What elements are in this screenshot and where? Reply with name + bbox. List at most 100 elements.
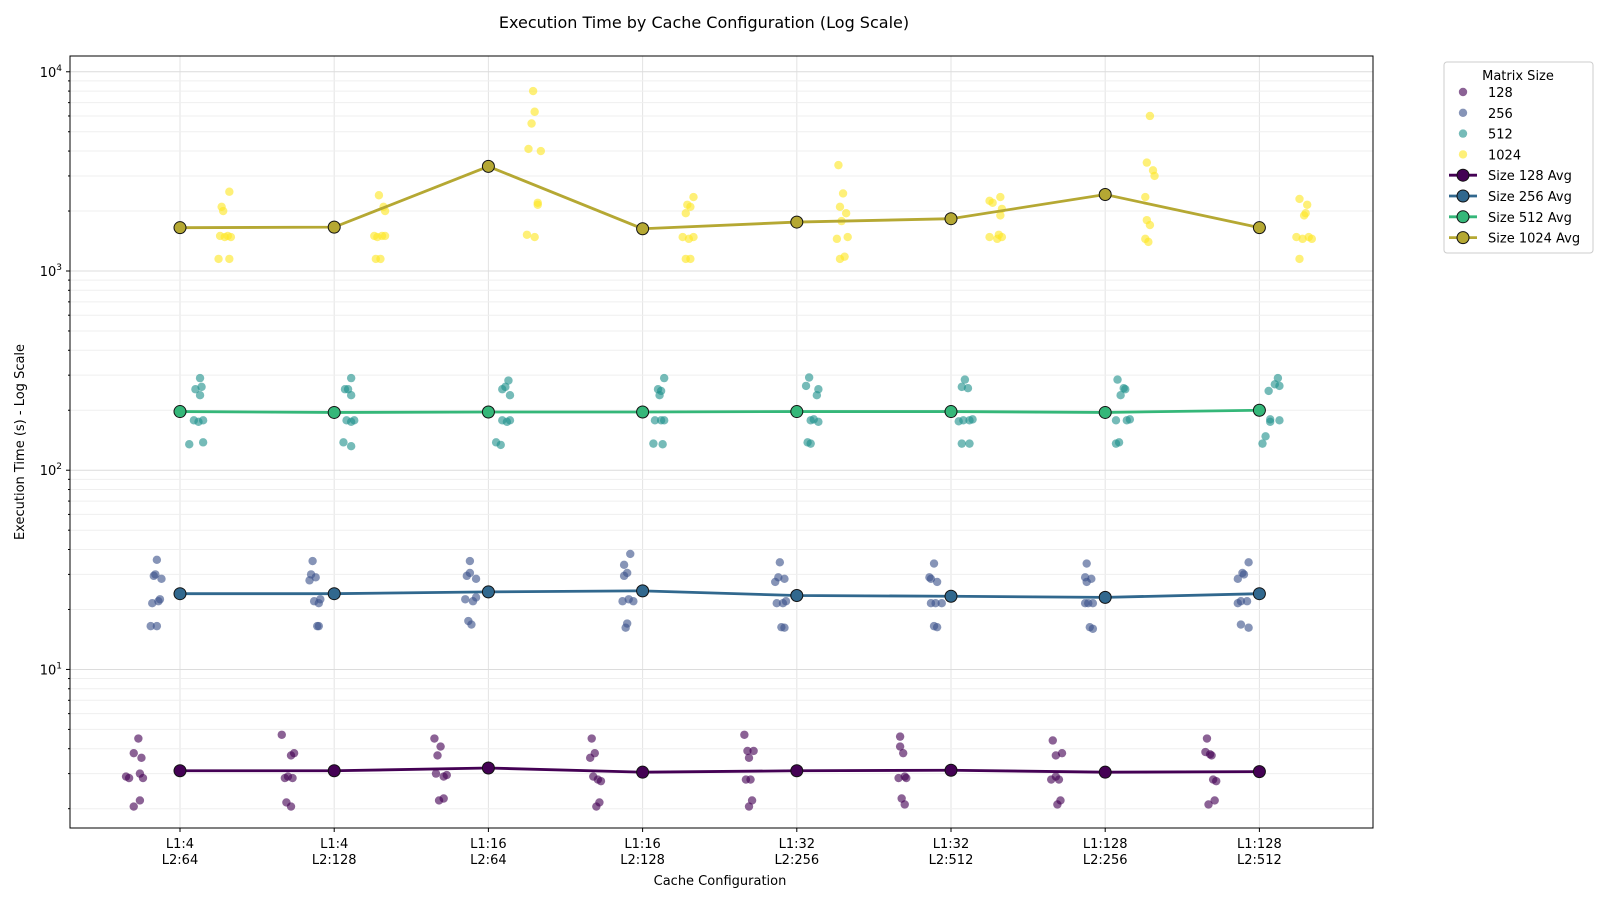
legend-label: Size 128 Avg <box>1488 169 1572 184</box>
avg-marker <box>174 222 186 234</box>
scatter-point-1024 <box>833 235 841 243</box>
scatter-point-1024 <box>375 191 383 199</box>
scatter-point-128 <box>586 754 594 762</box>
avg-marker <box>1253 588 1265 600</box>
avg-marker <box>174 588 186 600</box>
scatter-point-1024 <box>219 207 227 215</box>
avg-marker <box>791 590 803 602</box>
scatter-point-1024 <box>530 233 538 241</box>
scatter-point-512 <box>1266 418 1274 426</box>
scatter-point-1024 <box>523 231 531 239</box>
avg-marker <box>1253 222 1265 234</box>
scatter-points <box>122 87 1316 811</box>
avg-marker <box>945 764 957 776</box>
scatter-point-256 <box>307 570 315 578</box>
scatter-point-1024 <box>1146 112 1154 120</box>
legend: Matrix Size 128 256 512 1024 Size 128 Avg Siz… <box>1444 62 1593 253</box>
scatter-point-128 <box>589 772 597 780</box>
scatter-point-256 <box>1082 578 1090 586</box>
scatter-point-128 <box>595 798 603 806</box>
x-tick-label-l2: L2:256 <box>774 853 819 868</box>
scatter-point-1024 <box>996 193 1004 201</box>
avg-marker <box>482 586 494 598</box>
scatter-point-256 <box>472 593 480 601</box>
scatter-point-128 <box>745 754 753 762</box>
scatter-point-1024 <box>225 188 233 196</box>
scatter-point-128 <box>597 777 605 785</box>
scatter-point-256 <box>776 558 784 566</box>
legend-label: 128 <box>1488 86 1513 101</box>
scatter-point-256 <box>927 575 935 583</box>
x-tick-label-l2: L2:512 <box>1237 853 1282 868</box>
legend-title: Matrix Size <box>1482 69 1554 84</box>
scatter-point-512 <box>506 416 514 424</box>
scatter-point-256 <box>153 622 161 630</box>
scatter-point-512 <box>1113 375 1121 383</box>
scatter-point-1024 <box>839 189 847 197</box>
avg-marker <box>791 765 803 777</box>
scatter-point-256 <box>151 570 159 578</box>
scatter-point-128 <box>136 769 144 777</box>
scatter-point-128 <box>433 751 441 759</box>
avg-marker <box>1253 404 1265 416</box>
avg-marker <box>174 765 186 777</box>
scatter-point-128 <box>439 794 447 802</box>
scatter-point-128 <box>134 734 142 742</box>
scatter-point-1024 <box>988 199 996 207</box>
avg-marker <box>1253 766 1265 778</box>
scatter-point-1024 <box>985 233 993 241</box>
scatter-point-1024 <box>682 209 690 217</box>
scatter-point-256 <box>461 595 469 603</box>
avg-marker <box>328 765 340 777</box>
scatter-point-128 <box>749 747 757 755</box>
scatter-point-512 <box>1116 391 1124 399</box>
scatter-point-128 <box>1203 734 1211 742</box>
scatter-point-256 <box>625 595 633 603</box>
scatter-point-256 <box>153 556 161 564</box>
scatter-point-1024 <box>689 233 697 241</box>
scatter-point-256 <box>620 561 628 569</box>
scatter-point-1024 <box>227 233 235 241</box>
avg-marker <box>637 406 649 418</box>
legend-avg-marker <box>1457 232 1469 244</box>
y-axis-ticks: 101 102 103 104 <box>40 64 70 809</box>
scatter-point-256 <box>620 572 628 580</box>
scatter-point-512 <box>660 416 668 424</box>
avg-marker <box>945 213 957 225</box>
scatter-point-1024 <box>689 193 697 201</box>
scatter-point-128 <box>125 774 133 782</box>
scatter-point-256 <box>1089 625 1097 633</box>
legend-marker-256 <box>1459 109 1467 117</box>
scatter-point-512 <box>196 374 204 382</box>
legend-label: 1024 <box>1488 148 1521 163</box>
x-tick-label-l1: L1:4 <box>320 837 348 852</box>
y-tick-label: 102 <box>40 462 62 479</box>
scatter-point-1024 <box>840 252 848 260</box>
scatter-point-512 <box>497 441 505 449</box>
scatter-point-512 <box>958 439 966 447</box>
chart-title: Execution Time by Cache Configuration (L… <box>499 13 909 32</box>
scatter-point-1024 <box>1295 255 1303 263</box>
scatter-point-512 <box>964 384 972 392</box>
avg-marker <box>1099 591 1111 603</box>
scatter-point-256 <box>308 557 316 565</box>
scatter-point-128 <box>290 749 298 757</box>
y-axis-label: Execution Time (s) - Log Scale <box>13 344 28 540</box>
x-axis-ticks: L1:4L2:64L1:4L2:128L1:16L2:64L1:16L2:128… <box>162 828 1282 868</box>
scatter-point-256 <box>933 623 941 631</box>
avg-marker <box>174 406 186 418</box>
legend-avg-marker <box>1457 190 1469 202</box>
scatter-point-512 <box>955 417 963 425</box>
scatter-point-1024 <box>1143 158 1151 166</box>
scatter-point-256 <box>316 595 324 603</box>
scatter-point-128 <box>430 734 438 742</box>
avg-marker <box>945 590 957 602</box>
x-tick-label-l1: L1:16 <box>470 837 506 852</box>
x-tick-label-l2: L2:256 <box>1083 853 1128 868</box>
scatter-point-512 <box>965 439 973 447</box>
scatter-point-512 <box>1261 432 1269 440</box>
avg-marker <box>328 588 340 600</box>
scatter-point-512 <box>347 374 355 382</box>
legend-label: 512 <box>1488 128 1513 143</box>
